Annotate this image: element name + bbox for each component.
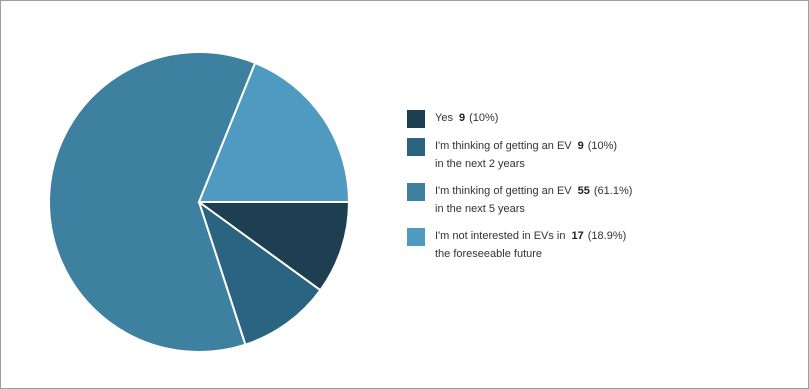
legend-swatch [407, 183, 425, 201]
legend-line: in the next 2 years [435, 155, 747, 173]
legend-value: 9 [458, 112, 466, 124]
legend-label: Yes [435, 112, 453, 124]
pie-slice-1[interactable] [195, 201, 351, 292]
legend-line: I'm thinking of getting an EV 9 (10%) [435, 137, 747, 155]
legend-percent: (10%) [587, 140, 618, 152]
legend-label: I'm not interested in EVs in [435, 230, 566, 242]
legend-percent: (18.9%) [587, 230, 627, 242]
legend-label: I'm thinking of getting an EV [435, 185, 572, 197]
legend-percent: (10%) [469, 112, 499, 124]
pie-slice-3[interactable] [48, 51, 257, 353]
legend-label: in the next 5 years [435, 203, 525, 215]
legend-percent: (61.1%) [593, 185, 633, 197]
legend-value: 55 [577, 185, 590, 197]
legend-line: in the next 5 years [435, 200, 747, 218]
legend-item-4[interactable]: I'm not interested in EVs in 17 (18.9%) the… [407, 227, 747, 263]
legend-swatch [407, 228, 425, 246]
pie-slice-2[interactable] [197, 199, 322, 346]
legend-line: the foreseeable future [435, 245, 747, 263]
legend-item-2[interactable]: I'm thinking of getting an EV 9 (10%) in th… [407, 137, 747, 173]
legend-value: 9 [577, 140, 584, 152]
legend-label: the foreseeable future [435, 248, 543, 260]
chart-legend: Yes 9 (10%) I'm thinking of getting an EV 9(… [407, 109, 747, 272]
legend-item-3[interactable]: I'm thinking of getting an EV 55 (61.1%) in… [407, 182, 747, 218]
legend-swatch [407, 138, 425, 156]
pie-slice-4[interactable] [197, 61, 351, 203]
legend-line: I'm thinking of getting an EV 55 (61.1%) [435, 182, 747, 200]
legend-line: I'm not interested in EVs in 17 (18.9%) [435, 227, 747, 245]
legend-label: in the next 2 years [435, 158, 525, 170]
legend-label: I'm thinking of getting an EV [435, 140, 572, 152]
legend-value: 17 [571, 230, 584, 242]
legend-swatch [407, 110, 425, 128]
legend-item-1[interactable]: Yes 9 (10%) [407, 109, 747, 128]
legend-line: Yes 9 (10%) [435, 109, 747, 127]
